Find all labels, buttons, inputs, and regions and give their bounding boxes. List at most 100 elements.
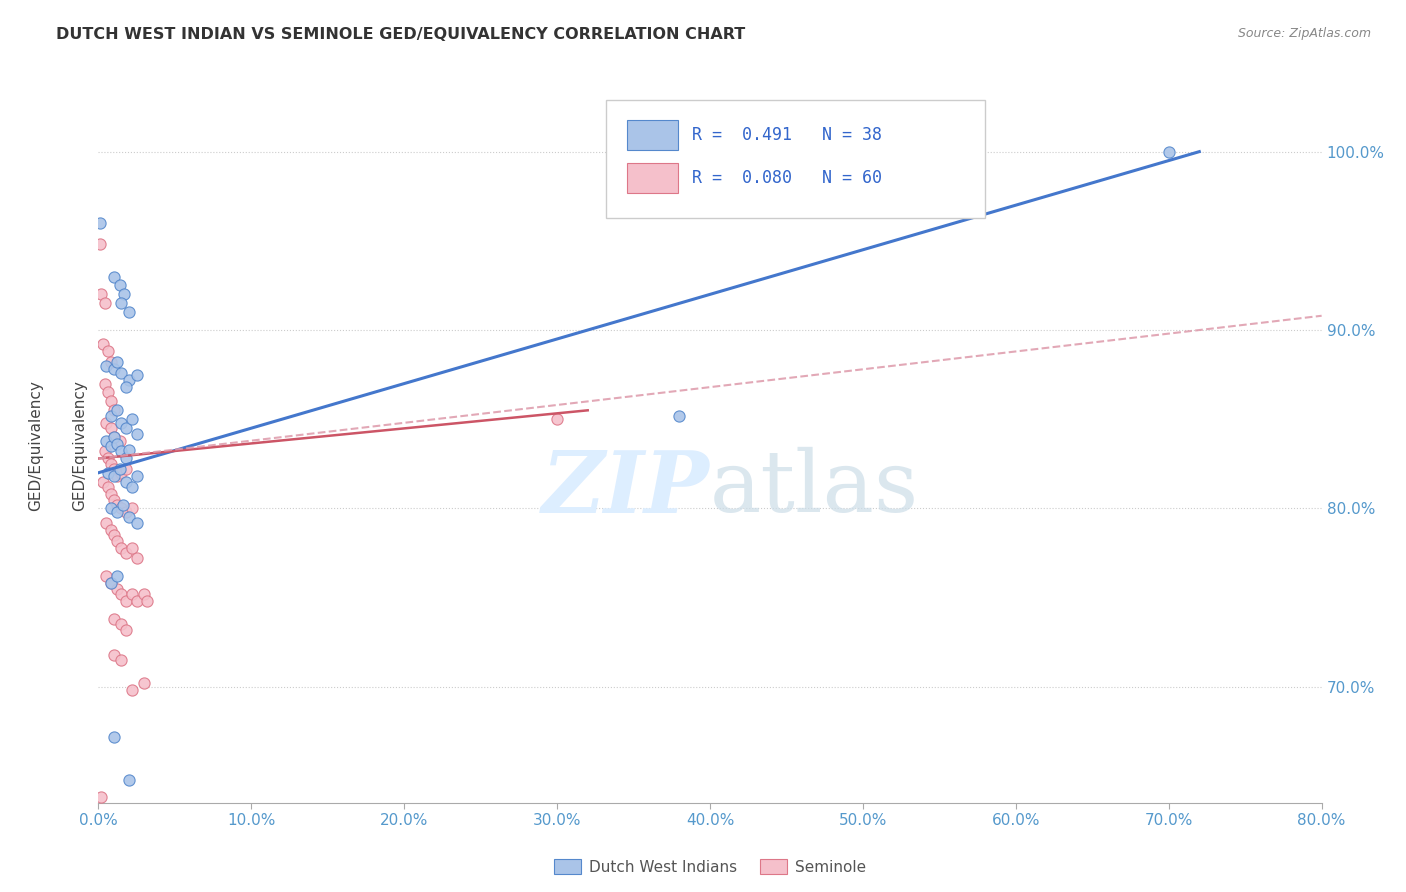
Point [97, 451, 120, 466]
Text: R =  0.491   N = 38: R = 0.491 N = 38 [692, 126, 882, 144]
Point [97, 344, 120, 359]
Text: ZIP: ZIP [543, 447, 710, 531]
Point [108, 278, 131, 293]
Point [110, 501, 132, 516]
Point [118, 510, 141, 524]
Point [546, 412, 568, 426]
Point [118, 305, 141, 319]
Point [103, 469, 125, 483]
Point [118, 442, 141, 457]
Point [97, 480, 120, 494]
Point [100, 487, 122, 501]
Point [112, 287, 135, 301]
Point [115, 505, 138, 519]
Point [110, 466, 132, 480]
Point [89, 237, 111, 252]
Text: atlas: atlas [710, 447, 920, 531]
Point [89, 216, 111, 230]
Point [94, 569, 117, 583]
Point [105, 582, 128, 596]
Point [103, 462, 125, 476]
Point [111, 498, 134, 512]
FancyBboxPatch shape [606, 100, 986, 218]
Point [94, 434, 117, 448]
Point [110, 541, 132, 555]
Point [100, 501, 122, 516]
Point [103, 730, 125, 744]
Point [121, 412, 143, 426]
Point [110, 587, 132, 601]
Point [121, 501, 143, 516]
Point [115, 421, 138, 435]
Text: GED/Equivalency: GED/Equivalency [28, 381, 42, 511]
Point [110, 416, 132, 430]
Point [110, 444, 132, 458]
Point [110, 819, 132, 833]
Point [134, 587, 156, 601]
Point [105, 437, 128, 451]
Point [115, 462, 138, 476]
Point [110, 296, 132, 310]
Point [103, 430, 125, 444]
Point [100, 576, 122, 591]
Point [125, 426, 148, 441]
Point [134, 676, 156, 690]
Point [91, 475, 114, 489]
Point [93, 444, 115, 458]
Point [121, 587, 143, 601]
Point [103, 528, 125, 542]
FancyBboxPatch shape [627, 120, 678, 150]
Point [108, 434, 131, 448]
Point [105, 469, 128, 483]
Point [115, 451, 138, 466]
Point [121, 541, 143, 555]
Point [136, 594, 159, 608]
Point [115, 594, 138, 608]
Point [90, 287, 112, 301]
Point [103, 808, 125, 822]
Point [125, 469, 148, 483]
Point [668, 409, 690, 423]
Point [115, 380, 138, 394]
Point [125, 516, 148, 530]
FancyBboxPatch shape [627, 162, 678, 193]
Point [94, 416, 117, 430]
Point [115, 475, 138, 489]
Point [103, 648, 125, 662]
Y-axis label: GED/Equivalency: GED/Equivalency [72, 381, 87, 511]
Point [93, 296, 115, 310]
Point [108, 462, 131, 476]
Point [100, 409, 122, 423]
Point [105, 498, 128, 512]
Point [118, 772, 141, 787]
Point [103, 403, 125, 417]
Point [100, 523, 122, 537]
Point [100, 394, 122, 409]
Point [103, 492, 125, 507]
Point [105, 355, 128, 369]
Text: R =  0.080   N = 60: R = 0.080 N = 60 [692, 169, 882, 186]
Point [103, 269, 125, 284]
Point [100, 576, 122, 591]
Point [105, 403, 128, 417]
Point [100, 457, 122, 471]
Point [110, 653, 132, 667]
Point [100, 439, 122, 453]
Point [103, 612, 125, 626]
Legend: Dutch West Indians, Seminole: Dutch West Indians, Seminole [548, 853, 872, 880]
Point [115, 546, 138, 560]
Point [110, 366, 132, 380]
Point [100, 421, 122, 435]
Point [125, 368, 148, 382]
Point [94, 516, 117, 530]
Point [105, 505, 128, 519]
Point [121, 480, 143, 494]
Point [110, 617, 132, 632]
Point [105, 569, 128, 583]
Point [91, 337, 114, 351]
Text: DUTCH WEST INDIAN VS SEMINOLE GED/EQUIVALENCY CORRELATION CHART: DUTCH WEST INDIAN VS SEMINOLE GED/EQUIVA… [56, 27, 745, 42]
Point [97, 466, 120, 480]
Point [103, 362, 125, 376]
Point [118, 373, 141, 387]
Point [125, 594, 148, 608]
